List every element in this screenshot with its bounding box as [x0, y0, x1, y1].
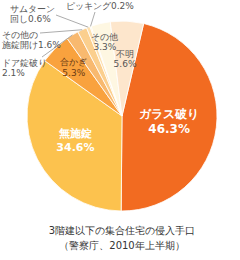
label-value: 2.1% [2, 68, 25, 78]
data-label: サムターン回し0.6% [10, 4, 55, 24]
label-value: 34.6% [56, 141, 94, 154]
label-value: 1.6% [38, 40, 61, 50]
label-name: ピッキング [66, 1, 112, 11]
label-name: 不明 [116, 49, 134, 59]
data-label: その他の施錠開け1.6% [2, 30, 61, 50]
label-name: 無施錠 [58, 127, 92, 140]
leader-line [40, 30, 82, 33]
data-label: その他3.3% [91, 32, 118, 52]
data-label: 合かぎ5.3% [60, 57, 87, 78]
data-label: ピッキング0.2% [66, 1, 134, 11]
data-label: ガラス破り46.3% [139, 107, 199, 136]
subtitle: （警察庁、2010年上半期） [59, 240, 184, 251]
label-name: 回し [10, 14, 28, 24]
data-label: 不明5.6% [114, 49, 137, 69]
label-name: サムターン [10, 4, 55, 14]
label-value: 0.2% [111, 1, 134, 11]
leader-line [56, 15, 88, 27]
label-name: 施錠開け [2, 40, 38, 50]
label-value: 0.6% [28, 14, 51, 24]
label-value: 46.3% [148, 122, 190, 136]
data-labels: ガラス破り46.3% 無施錠34.6% 合かぎ5.3% ドア錠破り2.1% その他の施錠… [2, 1, 199, 154]
label-name: その他の [2, 30, 38, 40]
label-name: ガラス破り [139, 107, 199, 121]
label-value: 3.3% [93, 42, 116, 52]
label-name: 合かぎ [60, 57, 87, 67]
title: 3階建以下の集合住宅の侵入手口 [49, 225, 195, 236]
label-name: その他 [91, 32, 118, 42]
pie [27, 21, 217, 211]
chart: ガラス破り46.3% 無施錠34.6% 合かぎ5.3% ドア錠破り2.1% その他の施錠… [0, 0, 240, 260]
label-name: ドア錠破り [2, 58, 47, 68]
label-value: 5.6% [114, 59, 137, 69]
data-label: ドア錠破り2.1% [2, 58, 47, 78]
data-label: 無施錠34.6% [56, 127, 94, 154]
label-value: 5.3% [62, 68, 85, 78]
leader-line [91, 12, 95, 26]
